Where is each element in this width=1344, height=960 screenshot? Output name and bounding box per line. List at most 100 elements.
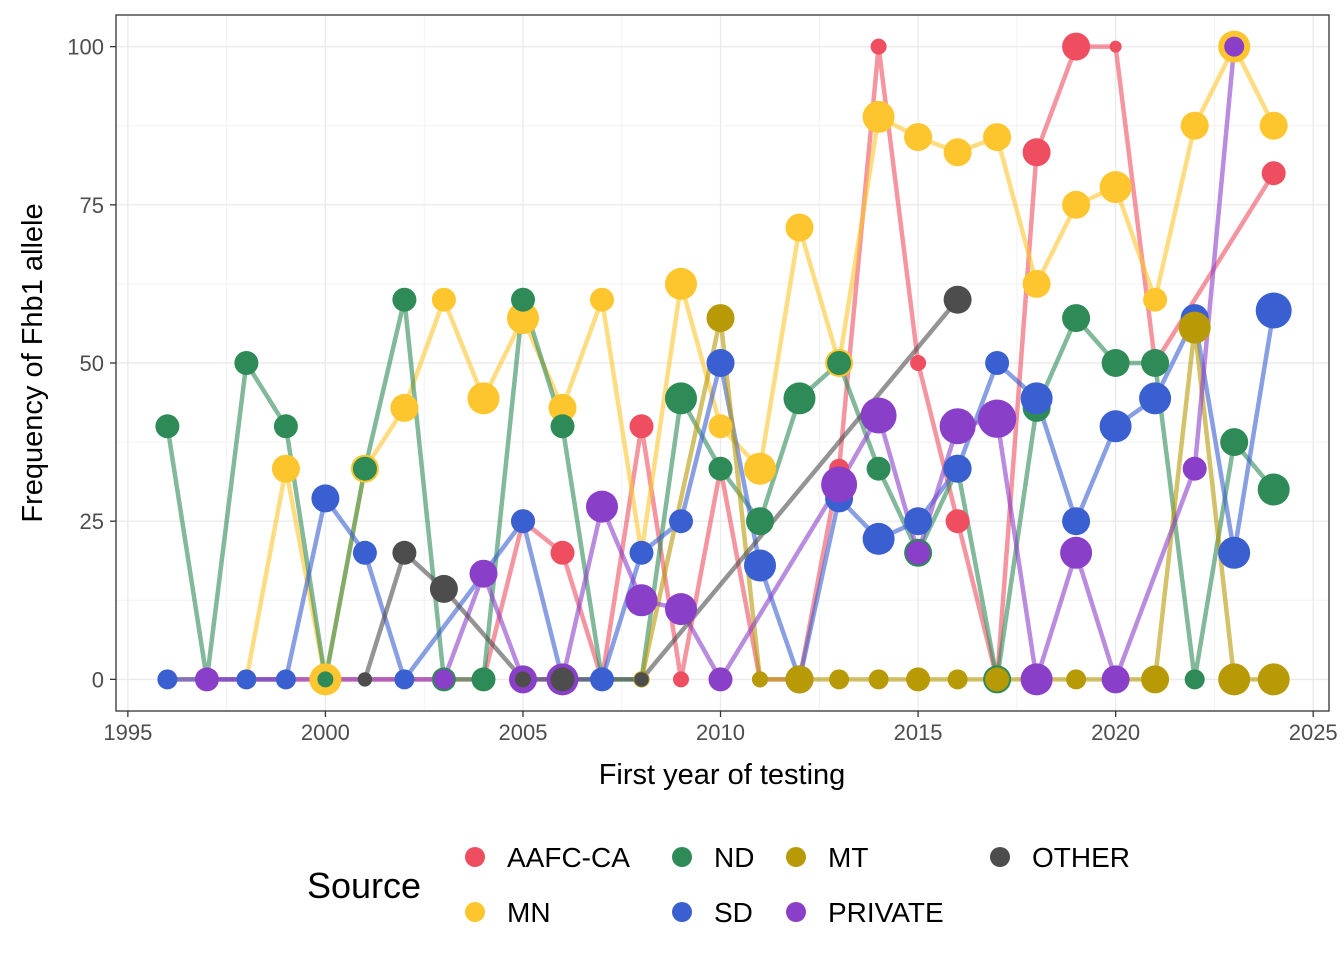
y-tick-label: 100	[67, 35, 104, 60]
data-point-nd	[708, 456, 733, 481]
data-point-sd	[236, 669, 257, 690]
legend-key-sd	[672, 902, 692, 922]
data-point-private	[1020, 663, 1053, 696]
data-point-mt	[1178, 311, 1211, 344]
data-point-sd	[1218, 536, 1251, 569]
data-point-nd	[1184, 669, 1205, 690]
data-point-sd	[985, 351, 1010, 375]
x-tick-label: 2015	[894, 720, 943, 745]
data-point-sd	[275, 669, 296, 690]
data-point-private	[1224, 36, 1245, 57]
data-point-mn	[1099, 171, 1132, 204]
data-point-nd	[550, 414, 575, 439]
series-points	[155, 30, 1292, 696]
data-point-nd	[866, 456, 891, 481]
data-point-mn	[904, 123, 933, 152]
data-point-private	[665, 593, 697, 626]
legend-label-mn: MN	[507, 897, 551, 928]
data-point-mt	[906, 667, 931, 692]
data-point-aafc-ca	[1022, 138, 1051, 167]
data-point-mn	[271, 454, 300, 483]
legend-key-mn	[465, 902, 485, 922]
legend-key-other	[990, 847, 1010, 867]
data-point-sd	[943, 454, 972, 483]
data-point-aafc-ca	[673, 671, 689, 688]
data-point-mn	[1022, 269, 1051, 298]
legend: Source AAFC-CA MN ND SD MT PRIVATE OTHER	[307, 842, 1130, 928]
data-point-mt	[985, 667, 1010, 692]
data-point-sd	[629, 540, 654, 565]
data-point-private	[1060, 536, 1093, 569]
data-point-mt	[1066, 669, 1087, 690]
data-point-other	[357, 672, 373, 687]
data-point-nd	[511, 287, 535, 312]
y-axis-title: Frequency of Fhb1 allele	[17, 203, 49, 522]
data-point-sd	[394, 669, 415, 690]
data-point-sd	[1062, 507, 1091, 536]
y-axis: 0 25 50 75 100	[67, 35, 116, 692]
data-point-mn	[590, 287, 614, 312]
data-point-mt	[752, 671, 768, 688]
data-point-private	[821, 466, 858, 503]
data-point-mn	[467, 382, 500, 415]
legend-label-aafc-ca: AAFC-CA	[507, 842, 630, 873]
legend-key-mt	[786, 847, 806, 867]
data-point-aafc-ca	[1261, 161, 1286, 186]
legend-label-private: PRIVATE	[828, 897, 944, 928]
data-point-mt	[1141, 665, 1170, 694]
data-point-mn	[507, 302, 539, 335]
data-point-mn	[708, 414, 733, 439]
legend-key-private	[786, 902, 806, 922]
data-point-mn	[943, 138, 972, 167]
data-point-mn	[548, 393, 577, 422]
data-point-other	[515, 671, 531, 688]
y-tick-label: 50	[80, 351, 104, 376]
data-point-private	[708, 667, 733, 692]
data-point-private	[1182, 456, 1207, 481]
legend-label-mt: MT	[828, 842, 868, 873]
series-line-sd	[165, 308, 1276, 682]
data-point-nd	[471, 667, 496, 692]
data-point-private	[939, 408, 976, 445]
data-point-private	[469, 559, 498, 588]
data-point-private	[586, 490, 618, 523]
legend-label-sd: SD	[714, 897, 753, 928]
data-point-aafc-ca	[629, 414, 654, 439]
data-point-nd	[352, 456, 377, 481]
data-point-private	[977, 399, 1017, 438]
data-point-nd	[317, 671, 334, 688]
data-point-nd	[783, 382, 816, 415]
legend-key-aafc-ca	[465, 847, 485, 867]
data-point-nd	[234, 351, 259, 375]
data-point-nd	[392, 287, 417, 312]
data-point-aafc-ca	[870, 38, 887, 55]
data-point-nd	[665, 382, 697, 415]
data-point-mt	[706, 304, 735, 333]
data-point-sd	[352, 540, 377, 565]
data-point-sd	[1099, 410, 1132, 443]
legend-label-nd: ND	[714, 842, 754, 873]
data-point-private	[906, 540, 931, 565]
data-point-nd	[273, 414, 298, 439]
data-point-mn	[431, 287, 456, 312]
data-point-mn	[744, 452, 776, 485]
data-point-mt	[785, 665, 814, 694]
data-point-other	[392, 540, 417, 565]
data-point-mt	[1257, 663, 1290, 696]
x-tick-label: 2020	[1091, 720, 1140, 745]
data-point-mt	[947, 669, 968, 690]
data-point-mn	[862, 100, 895, 133]
data-point-sd	[862, 522, 895, 555]
data-point-private	[433, 669, 454, 690]
data-point-private	[860, 397, 897, 434]
x-tick-label: 1995	[103, 720, 152, 745]
y-tick-label: 0	[92, 667, 104, 692]
legend-title: Source	[307, 865, 421, 906]
data-point-nd	[1257, 473, 1290, 506]
data-point-aafc-ca	[1109, 40, 1122, 53]
data-point-sd	[669, 509, 693, 534]
x-axis-title: First year of testing	[599, 759, 846, 791]
data-point-other	[634, 672, 649, 687]
data-point-sd	[1255, 292, 1292, 329]
data-point-mn	[1062, 190, 1091, 219]
